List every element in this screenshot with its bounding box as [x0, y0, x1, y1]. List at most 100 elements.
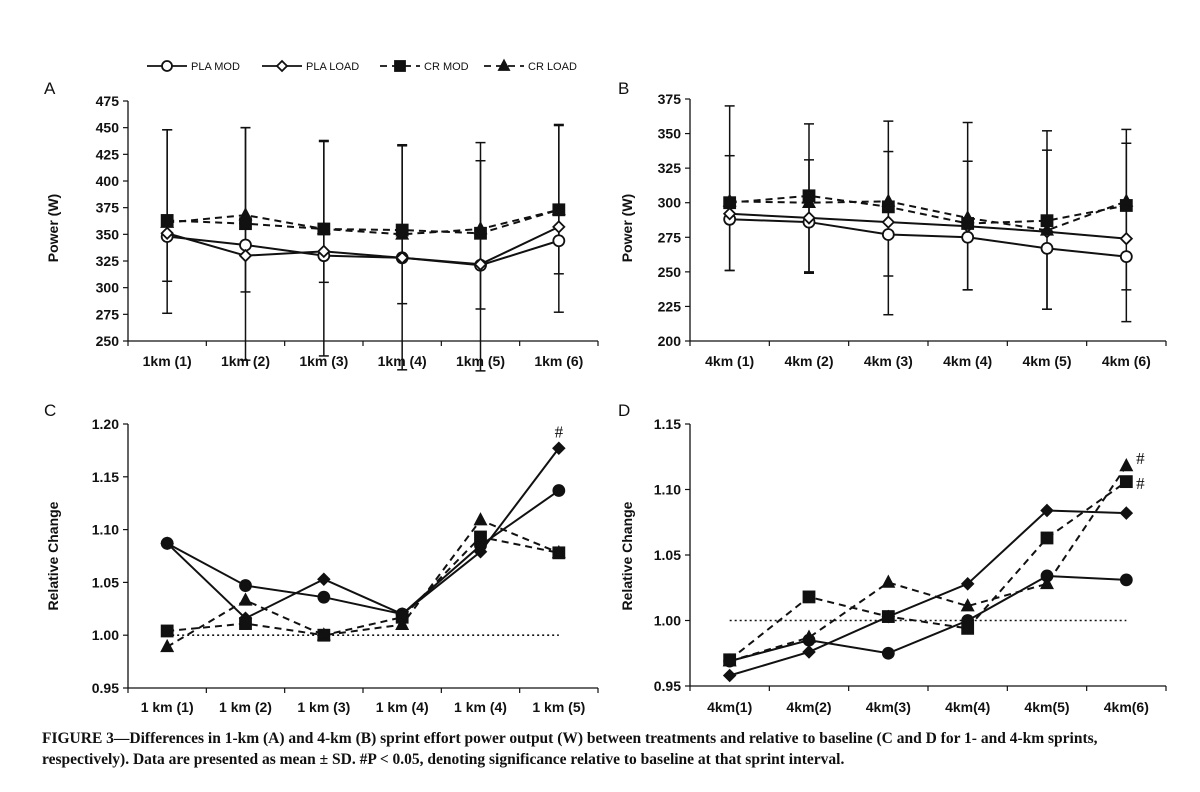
y-tick-label: 1.10	[92, 522, 119, 538]
data-point	[160, 214, 175, 228]
y-tick-label: 350	[658, 126, 682, 142]
y-tick-label: 250	[96, 333, 120, 349]
y-tick-label: 1.20	[92, 416, 119, 432]
data-point	[395, 226, 410, 240]
y-tick-label: 425	[96, 146, 120, 162]
x-tick-label: 4km (4)	[943, 353, 992, 369]
data-point	[239, 579, 252, 592]
panel-b: B 200 225 250 275 300 325 350 375 4km (1) 4km (2) 4…	[618, 79, 1167, 369]
data-point	[1119, 193, 1134, 207]
significance-mark: #	[1136, 449, 1145, 468]
data-point	[551, 201, 566, 216]
data-point	[960, 577, 975, 591]
x-tick-label: 1 km (4)	[376, 699, 429, 715]
legend-item: PLA LOAD	[262, 59, 359, 73]
legend: PLA MOD PLA LOAD CR MOD CR LOAD	[147, 58, 577, 73]
panel-a: A 250 275 300 325 350 375 400 425 450 475 1km (1) 1k…	[44, 79, 599, 372]
caption-text: —Differences in 1-km (A) and 4-km (B) sp…	[42, 730, 1098, 768]
data-point	[960, 598, 975, 612]
x-tick-label: 1km (6)	[534, 353, 583, 369]
data-point	[395, 616, 410, 630]
data-point	[960, 209, 975, 224]
data-point	[722, 653, 737, 667]
y-tick-label: 1.10	[654, 482, 681, 498]
legend-label: CR LOAD	[528, 61, 577, 73]
legend-item: CR LOAD	[484, 58, 577, 73]
data-point	[1040, 503, 1054, 518]
data-point	[802, 211, 816, 225]
y-tick-label: 325	[96, 253, 120, 269]
legend-marker	[275, 59, 289, 73]
y-tick-label: 1.00	[92, 627, 119, 643]
data-point	[881, 215, 896, 229]
data-point	[473, 257, 488, 271]
legend-label: PLA LOAD	[306, 61, 359, 73]
data-point	[473, 545, 488, 559]
data-point	[473, 221, 488, 235]
data-point	[881, 193, 896, 207]
panel-letter: C	[44, 401, 56, 420]
figure-3: PLA MOD PLA LOAD CR MOD CR LOAD A 250 275 300 32…	[44, 58, 1167, 715]
data-point	[238, 248, 253, 263]
panel-letter: B	[618, 79, 629, 98]
data-point	[881, 228, 895, 241]
data-point	[1119, 231, 1134, 246]
y-tick-label: 375	[658, 91, 682, 107]
data-point	[551, 544, 566, 559]
data-point	[881, 646, 895, 660]
y-tick-label: 300	[658, 195, 682, 211]
data-point	[316, 627, 331, 641]
legend-label: PLA MOD	[191, 61, 240, 73]
y-tick-label: 300	[96, 280, 120, 296]
x-tick-label: 4km(6)	[1104, 699, 1149, 715]
y-tick-label: 250	[658, 264, 682, 280]
series-line	[166, 225, 560, 266]
series-line	[166, 518, 560, 648]
data-point	[1040, 531, 1054, 545]
x-tick-label: 1 km (5)	[532, 699, 585, 715]
figure-caption: FIGURE 3—Differences in 1-km (A) and 4-k…	[42, 728, 1172, 770]
series-line	[167, 535, 560, 637]
panel-letter: D	[618, 401, 630, 420]
x-tick-label: 1km (1)	[143, 353, 192, 369]
x-tick-label: 4km (5)	[1022, 353, 1071, 369]
x-tick-label: 1 km (3)	[297, 699, 350, 715]
x-tick-label: 4km (1)	[705, 353, 754, 369]
y-axis-label: Relative Change	[45, 501, 61, 610]
y-tick-label: 0.95	[654, 678, 681, 694]
series-line	[166, 489, 560, 616]
x-tick-label: 1km (3)	[299, 353, 348, 369]
data-point	[552, 484, 566, 497]
y-tick-label: 1.05	[92, 574, 119, 590]
y-tick-label: 1.00	[654, 613, 681, 629]
data-point	[474, 530, 487, 544]
x-tick-label: 4km(3)	[866, 699, 911, 715]
data-point	[961, 230, 975, 244]
y-tick-label: 1.15	[654, 416, 681, 432]
x-tick-label: 1 km (1)	[141, 699, 194, 715]
data-point	[802, 194, 816, 209]
y-tick-label: 375	[96, 200, 120, 216]
data-point	[395, 251, 409, 265]
y-axis-label: Power (W)	[619, 194, 635, 262]
legend-marker	[497, 58, 511, 71]
data-point	[1119, 506, 1134, 520]
data-point	[1119, 457, 1134, 472]
data-point	[160, 226, 174, 241]
data-point	[238, 592, 253, 606]
data-point	[552, 441, 566, 456]
x-tick-label: 4km (2)	[784, 353, 833, 369]
y-tick-label: 475	[96, 93, 120, 109]
data-point	[1119, 475, 1133, 489]
series-line	[729, 480, 1127, 661]
legend-marker	[161, 60, 173, 72]
y-tick-label: 1.15	[92, 469, 119, 485]
data-point	[317, 572, 331, 587]
series-line	[167, 208, 560, 236]
data-point	[881, 610, 895, 623]
x-tick-label: 4km(1)	[707, 699, 752, 715]
data-point	[552, 220, 566, 234]
data-point	[722, 668, 737, 683]
caption-number: FIGURE 3	[42, 730, 114, 747]
data-point	[473, 512, 488, 526]
